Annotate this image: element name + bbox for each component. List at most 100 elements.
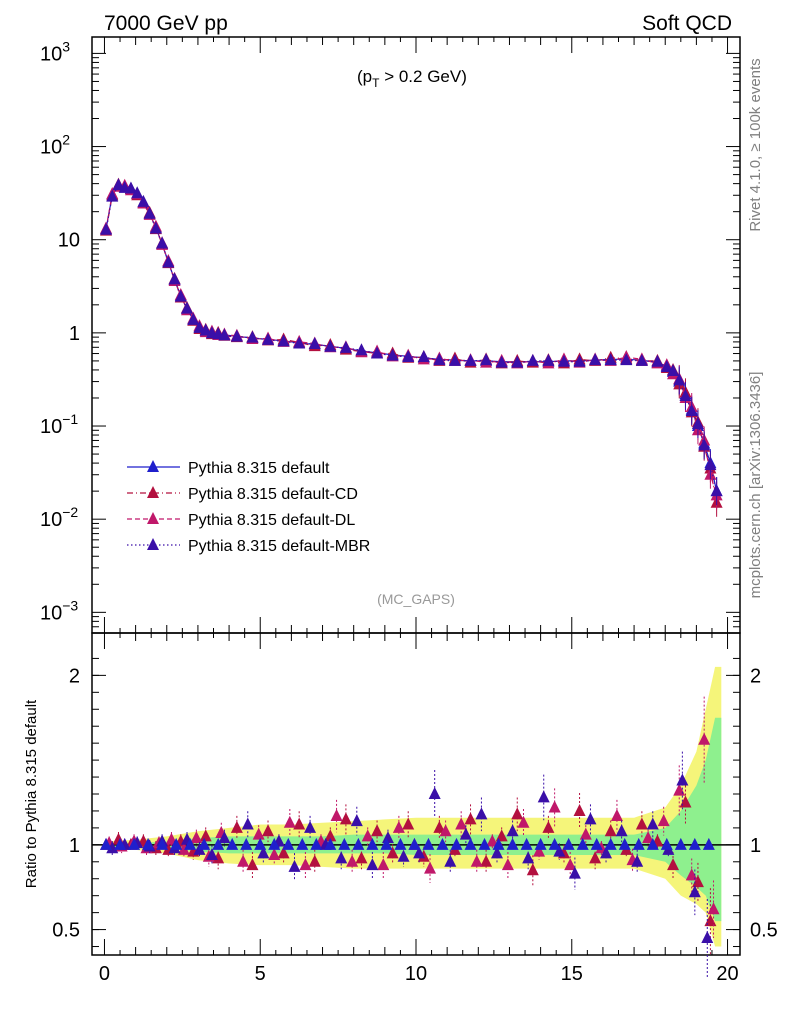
side-label-mcplots: mcplots.cern.ch [arXiv:1306.3436] bbox=[747, 372, 764, 599]
ratio-point-default bbox=[226, 837, 239, 850]
data-point-mbr bbox=[673, 373, 686, 386]
data-point-mbr bbox=[589, 353, 602, 366]
y-tick-label: 10−3 bbox=[40, 597, 78, 624]
data-point-mbr bbox=[143, 206, 156, 219]
ratio-point-mbr bbox=[522, 851, 535, 864]
series-line-default bbox=[105, 185, 718, 492]
legend-marker-default bbox=[147, 460, 159, 472]
ratio-point-default bbox=[688, 837, 701, 850]
ratio-point-default bbox=[520, 837, 533, 850]
legend-label-dl: Pythia 8.315 default-DL bbox=[188, 512, 355, 529]
data-point-mbr bbox=[131, 186, 144, 199]
ratio-point-default bbox=[310, 837, 323, 850]
data-point-mbr bbox=[277, 334, 290, 347]
data-point-mbr bbox=[433, 353, 446, 366]
ratio-point-default bbox=[198, 837, 211, 850]
ratio-point-default bbox=[576, 837, 589, 850]
data-point-mbr bbox=[464, 353, 477, 366]
ratio-point-default bbox=[380, 837, 393, 850]
ratio-point-dl bbox=[579, 827, 592, 840]
ratio-point-default bbox=[632, 837, 645, 850]
ratio-point-mbr bbox=[615, 824, 628, 837]
data-point-mbr bbox=[526, 353, 539, 366]
ratio-point-mbr bbox=[241, 817, 254, 830]
data-point-mbr bbox=[386, 348, 399, 361]
data-point-mbr bbox=[679, 389, 692, 402]
data-point-mbr bbox=[660, 360, 673, 373]
ratio-point-cd bbox=[542, 820, 555, 833]
ratio-point-cd bbox=[308, 854, 321, 867]
ratio-point-dl bbox=[330, 809, 343, 822]
ratio-point-mbr bbox=[459, 827, 472, 840]
data-point-mbr bbox=[156, 236, 169, 249]
ratio-point-default bbox=[268, 837, 281, 850]
ratio-y-tick-label-right: 1 bbox=[750, 835, 761, 857]
ratio-point-cd bbox=[635, 817, 648, 830]
ratio-point-default bbox=[212, 837, 225, 850]
ratio-point-default bbox=[338, 837, 351, 850]
ratio-point-mbr bbox=[506, 824, 519, 837]
ratio-point-cd bbox=[371, 824, 384, 837]
data-point-mbr bbox=[495, 355, 508, 368]
ratio-point-dl bbox=[299, 858, 312, 871]
data-point-mbr bbox=[230, 329, 243, 342]
ratio-point-mbr bbox=[688, 885, 701, 898]
data-point-mbr bbox=[691, 417, 704, 430]
ratio-point-dl bbox=[685, 868, 698, 881]
ratio-point-mbr bbox=[537, 790, 550, 803]
ratio-point-dl bbox=[424, 861, 437, 874]
ratio-point-dl bbox=[252, 827, 265, 840]
y-tick-label: 10−2 bbox=[40, 504, 78, 531]
ratio-point-mbr bbox=[381, 831, 394, 844]
ratio-point-dl bbox=[657, 814, 670, 827]
ratio-point-mbr bbox=[106, 841, 119, 854]
ratio-frame bbox=[91, 632, 741, 956]
y-tick-label: 102 bbox=[40, 132, 70, 159]
cut-label-open: (p bbox=[357, 67, 372, 86]
data-point-mbr bbox=[685, 403, 698, 416]
data-point-mbr bbox=[199, 323, 212, 336]
ratio-point-default bbox=[660, 837, 673, 850]
data-point-mbr bbox=[218, 328, 231, 341]
watermark: (MC_GAPS) bbox=[377, 591, 455, 607]
data-point-mbr bbox=[704, 458, 717, 471]
ratio-point-dl bbox=[177, 842, 190, 855]
ratio-point-dl bbox=[455, 817, 468, 830]
ratio-point-cd bbox=[355, 851, 368, 864]
data-point-mbr bbox=[402, 350, 415, 363]
ratio-point-default bbox=[604, 837, 617, 850]
data-point-mbr bbox=[651, 354, 664, 367]
legend-label-cd: Pythia 8.315 default-CD bbox=[188, 486, 358, 503]
ratio-point-default bbox=[100, 837, 113, 850]
ratio-point-cd bbox=[480, 854, 493, 867]
ratio-point-default bbox=[324, 837, 337, 850]
ratio-point-default bbox=[128, 837, 141, 850]
ratio-point-cd bbox=[277, 846, 290, 859]
ratio-point-dl bbox=[486, 834, 499, 847]
y-tick-label: 103 bbox=[40, 38, 70, 65]
ratio-point-cd bbox=[589, 851, 602, 864]
data-point-mbr bbox=[324, 339, 337, 352]
y-tick-label: 10−1 bbox=[40, 411, 78, 438]
ratio-point-dl bbox=[610, 809, 623, 822]
ratio-point-mbr bbox=[553, 844, 566, 857]
data-point-mbr bbox=[371, 346, 384, 359]
ratio-point-cd bbox=[324, 829, 337, 842]
ratio-point-default bbox=[240, 837, 253, 850]
ratio-point-dl bbox=[283, 815, 296, 828]
y-tick-base: 10 bbox=[40, 43, 62, 65]
ratio-point-cd bbox=[573, 803, 586, 816]
data-point-mbr bbox=[124, 181, 137, 194]
ratio-point-default bbox=[156, 837, 169, 850]
ratio-point-default bbox=[450, 837, 463, 850]
ratio-point-mbr bbox=[584, 812, 597, 825]
ratio-point-default bbox=[422, 837, 435, 850]
ratio-point-cd bbox=[433, 820, 446, 833]
legend-marker-dl bbox=[147, 512, 159, 524]
ratio-point-default bbox=[170, 837, 183, 850]
header-right: Soft QCD bbox=[642, 12, 732, 35]
data-point-mbr bbox=[635, 353, 648, 366]
ratio-point-mbr bbox=[397, 849, 410, 862]
ratio-point-mbr bbox=[444, 854, 457, 867]
y-tick-exponent: −3 bbox=[62, 597, 78, 613]
